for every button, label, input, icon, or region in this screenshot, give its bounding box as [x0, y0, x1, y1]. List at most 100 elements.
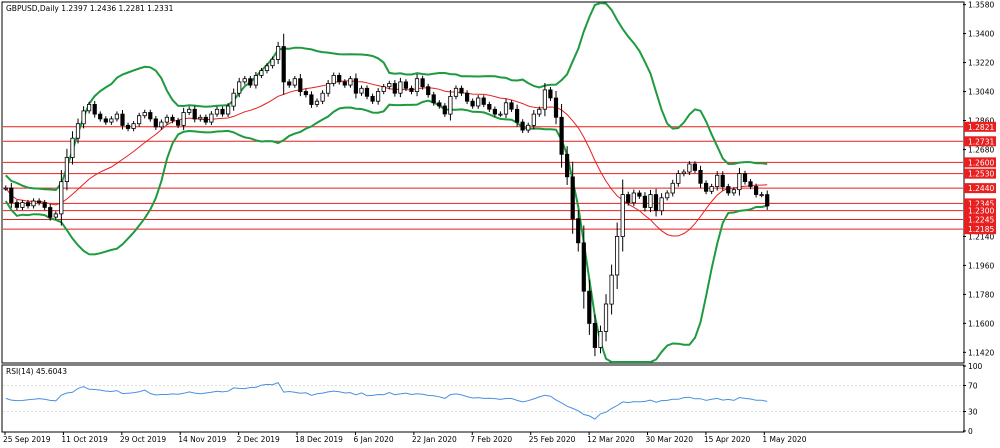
level-value: 1.2440	[968, 184, 994, 193]
candle	[142, 109, 147, 119]
rsi-axis: 100 70 30 0	[963, 362, 983, 436]
level-value: 1.2600	[968, 158, 994, 167]
time-tick-label: 22 Jan 2020	[412, 435, 457, 444]
candle	[437, 100, 442, 109]
candle	[31, 198, 36, 209]
candle	[487, 101, 492, 112]
candle	[98, 111, 103, 122]
candle	[220, 106, 225, 117]
candle	[148, 109, 153, 122]
main-pane: 1.3580 1.3400 1.3220 1.3040 1.2860 1.2680 1.21…	[1, 1, 996, 364]
rsi-tick-label: 70	[968, 382, 978, 391]
candle	[642, 192, 648, 212]
candle	[337, 72, 342, 85]
candle	[726, 183, 731, 196]
candle	[287, 79, 292, 88]
candle	[275, 41, 281, 64]
candle	[70, 131, 75, 165]
upper-band	[5, 1, 768, 192]
candle	[164, 114, 169, 125]
candle	[731, 187, 737, 196]
rsi-tick-label: 30	[968, 408, 978, 417]
candle	[359, 85, 364, 96]
bollinger-bands	[4, 1, 768, 363]
candle	[709, 183, 714, 195]
candle	[715, 171, 720, 191]
time-tick-label: 12 Mar 2020	[587, 435, 635, 444]
price-axis: 1.3580 1.3400 1.3220 1.3040 1.2860 1.2680 1.21…	[963, 1, 994, 357]
candle	[687, 161, 692, 175]
price-tick-label: 1.2140	[968, 232, 994, 241]
candle	[759, 191, 764, 198]
candle	[548, 87, 553, 101]
candle	[331, 72, 336, 87]
candle	[231, 88, 236, 111]
level-label: 1.2345	[964, 198, 996, 209]
candle	[637, 190, 642, 199]
candle	[603, 294, 609, 342]
candle	[609, 264, 614, 315]
candle	[492, 106, 498, 117]
candle	[453, 85, 459, 100]
candle	[498, 111, 503, 117]
time-tick-label: 18 Dec 2019	[295, 435, 343, 444]
candle	[298, 74, 303, 97]
candle	[676, 170, 681, 187]
rsi-tick-label: 100	[968, 362, 983, 371]
candle	[448, 89, 453, 121]
candle	[748, 178, 753, 190]
candle	[737, 167, 742, 196]
candle	[342, 79, 347, 88]
candle	[670, 179, 675, 197]
candle	[370, 93, 375, 104]
candle	[698, 165, 703, 188]
price-tick-label: 1.1600	[968, 319, 994, 328]
time-tick-label: 14 Nov 2019	[178, 435, 226, 444]
level-value: 1.2530	[968, 170, 994, 179]
candle	[381, 84, 386, 95]
time-tick-label: 7 Feb 2020	[470, 435, 512, 444]
candle	[392, 80, 397, 97]
candle	[515, 104, 520, 127]
price-tick-label: 1.1780	[968, 290, 994, 299]
candle	[531, 110, 536, 130]
candle	[537, 106, 542, 117]
candle	[459, 85, 464, 96]
candle	[576, 210, 581, 252]
candle	[353, 73, 359, 99]
candle	[92, 100, 97, 118]
candle	[309, 91, 314, 108]
candle	[704, 180, 709, 195]
candle	[3, 185, 8, 191]
level-value: 1.2821	[968, 123, 994, 132]
candle	[631, 189, 636, 207]
candle	[242, 75, 247, 85]
candle	[192, 105, 197, 123]
candle	[426, 83, 431, 98]
candle	[409, 85, 414, 95]
candle	[259, 67, 264, 79]
candle	[64, 148, 69, 191]
candle	[720, 171, 725, 191]
candle	[53, 211, 58, 220]
candle	[325, 80, 331, 97]
rsi-label: RSI(14) 45.6043	[6, 367, 67, 376]
candle	[114, 111, 119, 122]
candle	[320, 90, 325, 105]
candle	[665, 190, 670, 201]
time-tick-label: 25 Sep 2019	[3, 435, 51, 444]
time-tick-label: 30 Mar 2020	[646, 435, 694, 444]
candle	[203, 114, 208, 125]
candle	[559, 103, 564, 168]
candle	[120, 110, 125, 130]
candle	[153, 116, 158, 130]
candle	[754, 183, 759, 198]
candle	[281, 33, 286, 95]
time-tick-label: 15 Apr 2020	[704, 435, 751, 444]
price-tick-label: 1.3400	[968, 30, 994, 39]
candle	[248, 75, 253, 88]
rsi-line	[3, 381, 963, 420]
price-tick-label: 1.1420	[968, 348, 994, 357]
time-axis: 25 Sep 2019 11 Oct 2019 29 Oct 2019 14 Nov …	[3, 432, 807, 444]
